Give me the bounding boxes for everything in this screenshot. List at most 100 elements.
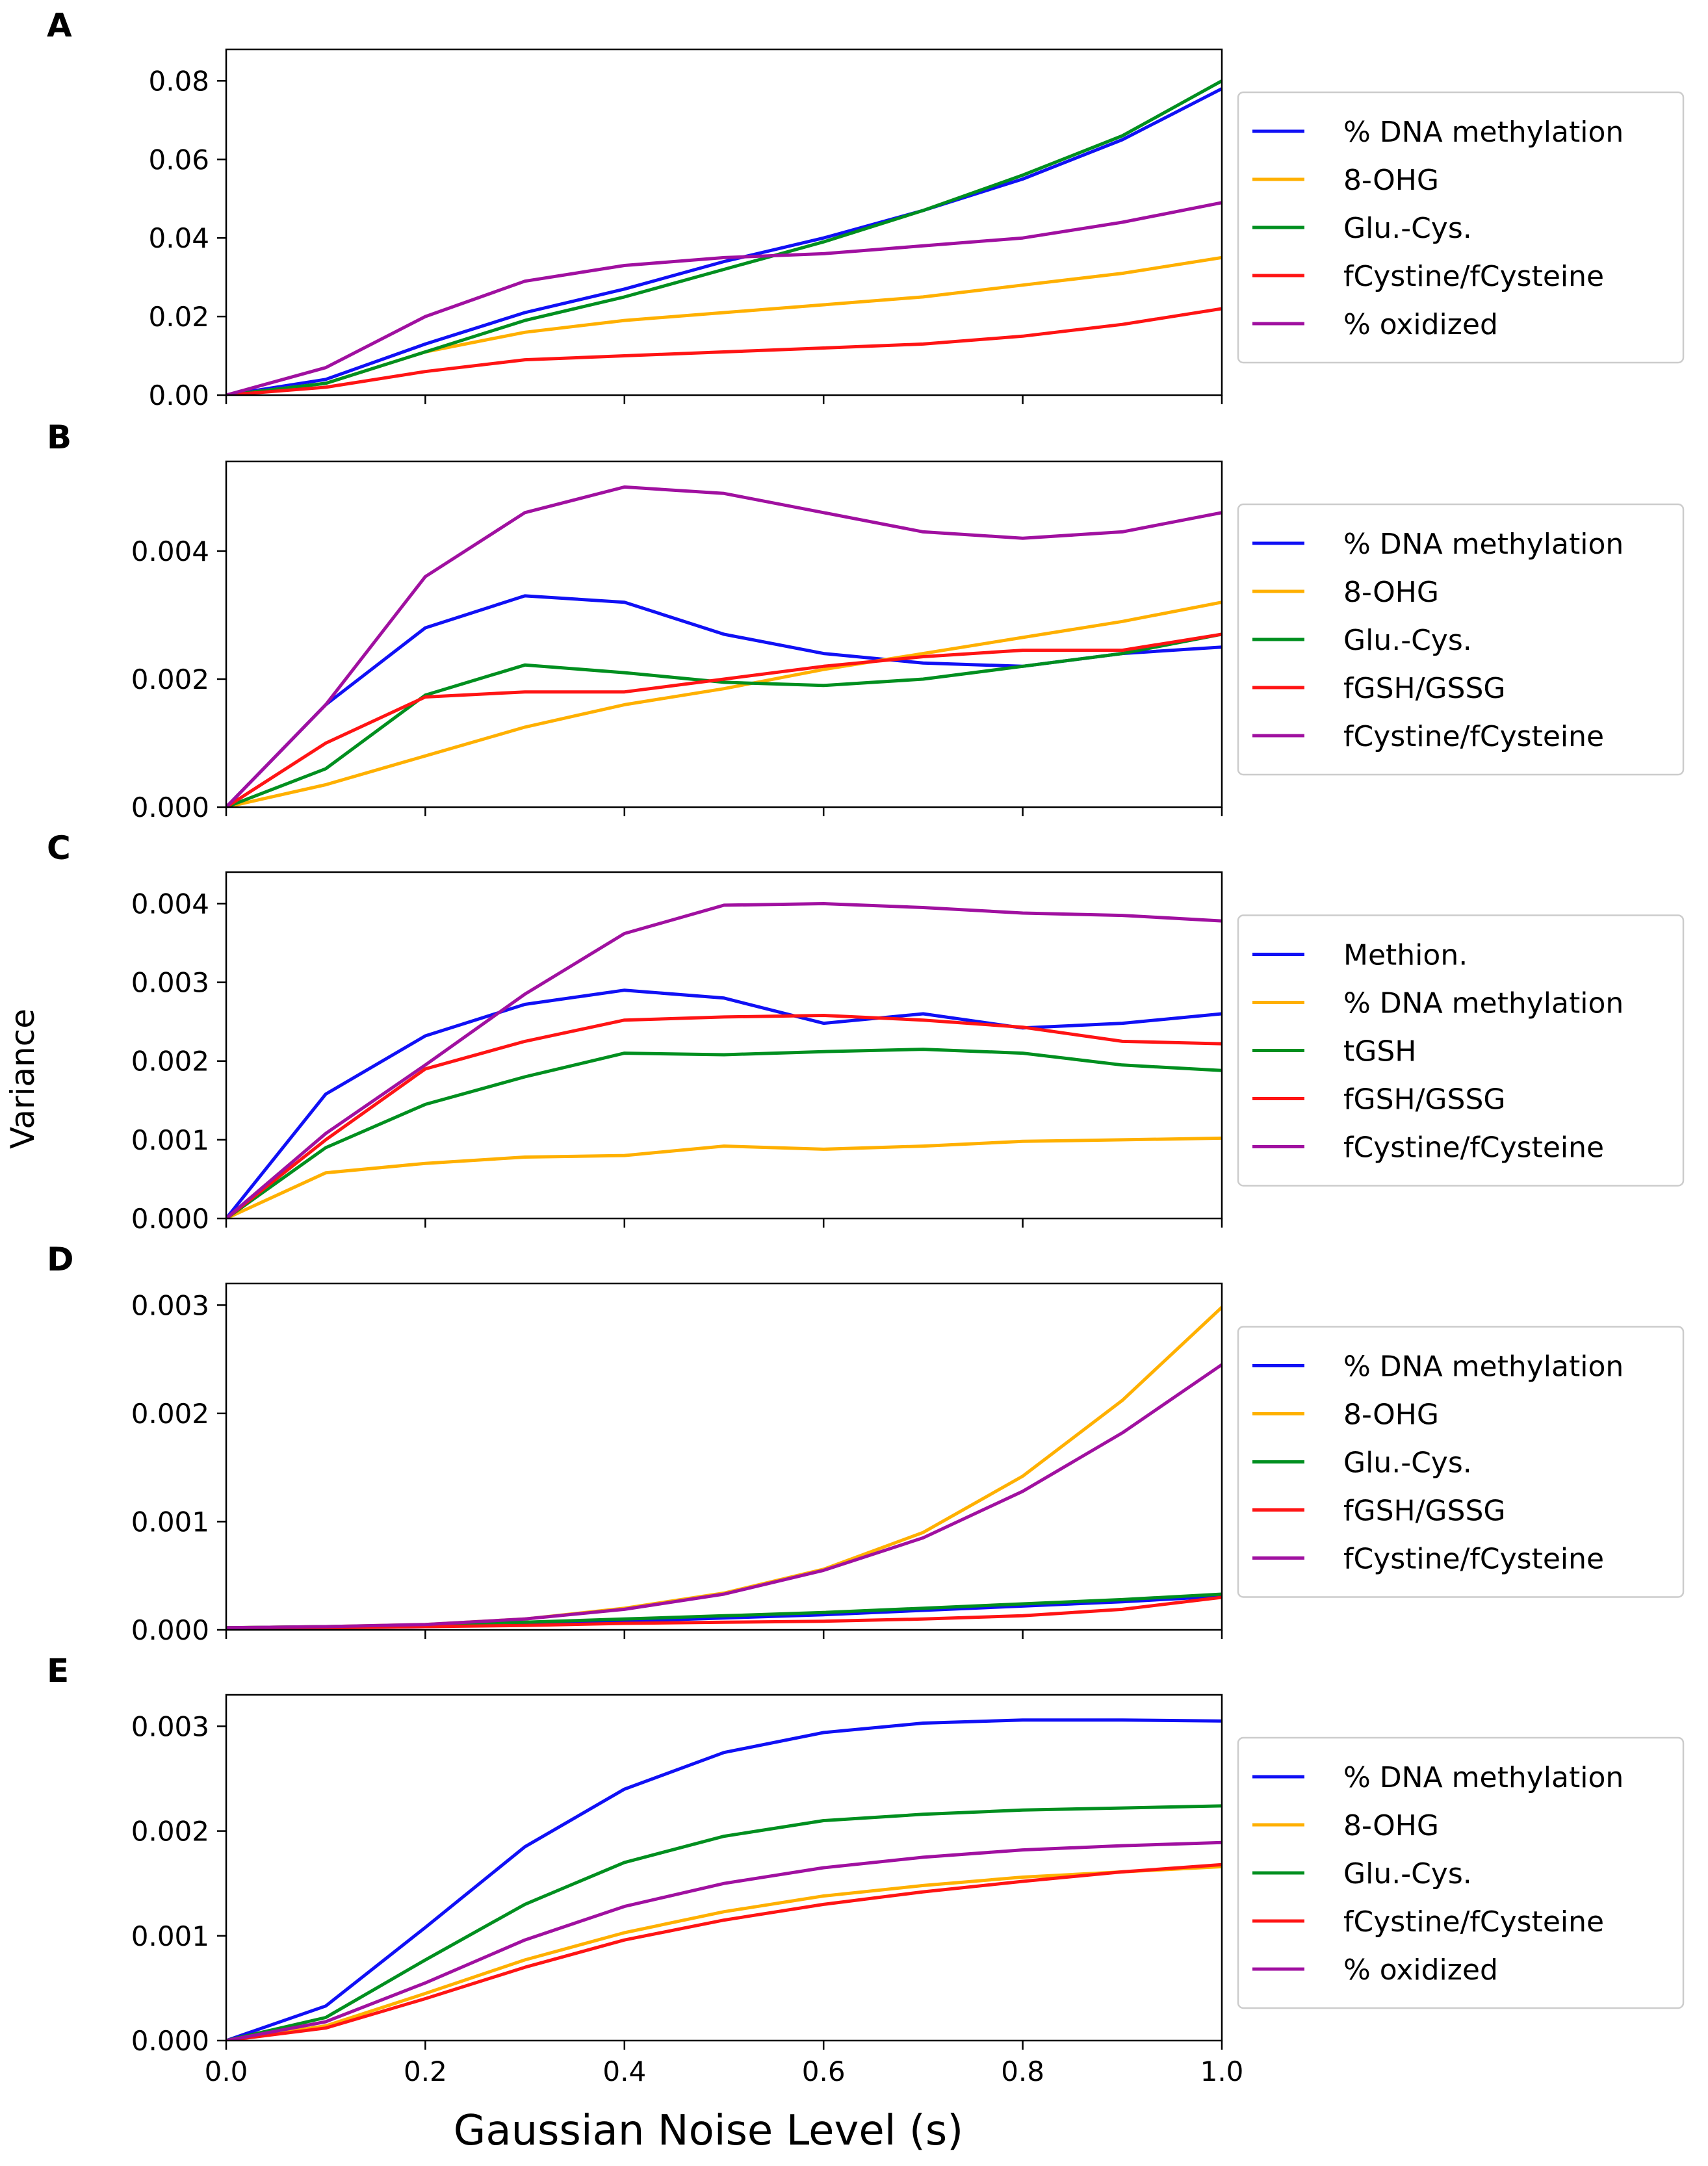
legend-box [1237, 503, 1685, 776]
x-tick-label: 0.4 [602, 2056, 646, 2087]
y-axis-label: Variance [4, 1009, 42, 1149]
y-tick-label: 0.001 [131, 1920, 209, 1952]
legend: % DNA methylation 8-OHG Glu.-Cys. fGSH/GSSG… [1237, 1326, 1685, 1598]
legend-label: 8-OHG [1343, 1399, 1439, 1432]
legend-label: fGSH/GSSG [1343, 1495, 1505, 1528]
series-line-b-2 [226, 632, 1222, 807]
panel-letter: E [47, 1652, 69, 1690]
y-tick-label: 0.000 [131, 1614, 209, 1646]
legend-label: fCystine/fCysteine [1343, 1131, 1604, 1165]
panel-b: B 0.000 0.002 0.004 % DNA methylation 8-OHG Gl… [47, 419, 1685, 823]
legend-label: fCystine/fCysteine [1343, 1905, 1604, 1939]
series-line-a-0 [226, 87, 1222, 395]
y-tick-label: 0.000 [131, 2025, 209, 2057]
series-line-e-3 [226, 1863, 1222, 2041]
panel-letter: C [47, 829, 71, 867]
y-tick-label: 0.002 [131, 1046, 209, 1077]
series-line-b-4 [226, 485, 1222, 807]
x-tick-label: 0.8 [1001, 2056, 1044, 2087]
y-tick-label: 0.001 [131, 1506, 209, 1538]
series-lines [226, 902, 1222, 1218]
series-line-c-4 [226, 902, 1222, 1218]
series-lines [226, 1306, 1222, 1630]
y-tick-label: 0.002 [131, 664, 209, 695]
panel-letter: A [47, 6, 72, 44]
series-line-c-3 [226, 1014, 1222, 1218]
y-tick-label: 0.02 [148, 301, 209, 333]
legend-label: fCystine/fCysteine [1343, 720, 1604, 753]
legend-label: % DNA methylation [1343, 528, 1624, 561]
panel-d: D 0.000 0.001 0.002 0.003 % DNA methylation 8-… [47, 1241, 1685, 1646]
legend: % DNA methylation 8-OHG Glu.-Cys. fCystine/… [1237, 91, 1685, 364]
legend-label: fCystine/fCysteine [1343, 260, 1604, 293]
series-line-c-1 [226, 1136, 1222, 1218]
legend-label: 8-OHG [1343, 576, 1439, 609]
axes-frame [225, 460, 1223, 808]
x-tick-label: 1.0 [1200, 2056, 1244, 2087]
series-line-e-1 [226, 1864, 1222, 2041]
series-line-d-3 [226, 1595, 1222, 1630]
panel-letter: B [47, 419, 71, 456]
legend-box [1237, 1736, 1685, 2009]
legend-label: % DNA methylation [1343, 1350, 1624, 1384]
y-tick-label: 0.000 [131, 1203, 209, 1235]
axes-frame [225, 1282, 1223, 1631]
series-line-e-0 [226, 1718, 1222, 2041]
legend-label: % DNA methylation [1343, 1761, 1624, 1794]
axes-frame [225, 48, 1223, 396]
legend-label: Methion. [1343, 939, 1468, 972]
legend: % DNA methylation 8-OHG Glu.-Cys. fGSH/GSSG… [1237, 503, 1685, 776]
series-line-b-1 [226, 600, 1222, 807]
legend-box [1237, 91, 1685, 364]
axes-frame [225, 871, 1223, 1220]
legend-label: % DNA methylation [1343, 116, 1624, 149]
legend-label: fGSH/GSSG [1343, 672, 1505, 705]
legend-label: fGSH/GSSG [1343, 1083, 1505, 1116]
legend-label: 8-OHG [1343, 164, 1439, 197]
y-tick-label: 0.004 [131, 888, 209, 920]
legend-label: % DNA methylation [1343, 987, 1624, 1020]
y-tick-label: 0.04 [148, 222, 209, 254]
legend-label: % oxidized [1343, 308, 1498, 341]
y-tick-label: 0.06 [148, 144, 209, 175]
series-line-c-0 [226, 988, 1222, 1218]
legend-label: tGSH [1343, 1035, 1416, 1068]
y-tick-label: 0.004 [131, 535, 209, 567]
x-tick-label: 0.2 [404, 2056, 447, 2087]
y-tick-label: 0.003 [131, 1710, 209, 1742]
panels: A 0.00 0.02 0.04 0.06 0.08 % DNA methylation 8-… [47, 6, 1685, 2087]
legend-box [1237, 914, 1685, 1187]
legend-label: Glu.-Cys. [1343, 1857, 1472, 1890]
y-tick-label: 0.003 [131, 967, 209, 999]
legend-label: 8-OHG [1343, 1809, 1439, 1842]
series-line-a-4 [226, 201, 1222, 395]
series-line-c-2 [226, 1048, 1222, 1218]
series-line-e-2 [226, 1804, 1222, 2041]
legend-label: Glu.-Cys. [1343, 624, 1472, 657]
y-tick-label: 0.002 [131, 1816, 209, 1848]
y-tick-label: 0.00 [148, 380, 209, 411]
panel-e: E 0.000 0.001 0.002 0.003 0.0 0.2 0.4 0.6 0.8 1.0%… [47, 1652, 1685, 2087]
y-tick-label: 0.001 [131, 1124, 209, 1156]
panel-c: C 0.000 0.001 0.002 0.003 0.004 Methion. % DNA … [47, 829, 1685, 1235]
legend-label: fCystine/fCysteine [1343, 1543, 1604, 1576]
legend: Methion. % DNA methylation tGSH fGSH/GSSG fC… [1237, 914, 1685, 1187]
legend-label: Glu.-Cys. [1343, 1447, 1472, 1480]
series-line-e-4 [226, 1840, 1222, 2041]
panel-letter: D [47, 1241, 74, 1278]
x-axis-label: Gaussian Noise Level (s) [454, 2107, 963, 2155]
series-lines [226, 79, 1222, 395]
x-tick-label: 0.0 [205, 2056, 248, 2087]
series-line-b-3 [226, 632, 1222, 807]
series-lines [226, 1718, 1222, 2041]
legend-box [1237, 1326, 1685, 1598]
axes-frame [225, 1694, 1223, 2042]
legend-label: % oxidized [1343, 1953, 1498, 1987]
legend: % DNA methylation 8-OHG Glu.-Cys. fCystine/… [1237, 1736, 1685, 2009]
y-tick-label: 0.08 [148, 65, 209, 97]
series-line-a-3 [226, 307, 1222, 395]
series-lines [226, 485, 1222, 807]
y-tick-label: 0.000 [131, 792, 209, 823]
y-tick-label: 0.003 [131, 1289, 209, 1321]
